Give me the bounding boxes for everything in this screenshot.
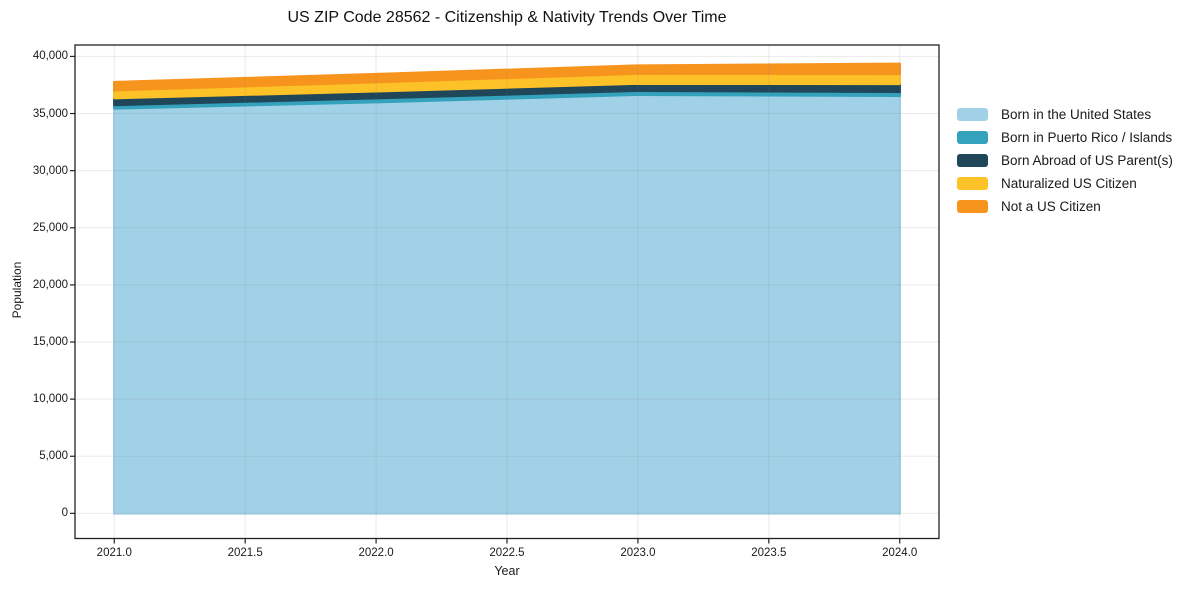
x-tick-label: 2021.0 [96,547,132,559]
x-tick-label: 2021.5 [227,547,263,559]
y-tick-label: 30,000 [32,164,68,177]
legend-label: Not a US Citizen [1001,199,1101,214]
x-tick-label: 2022.0 [358,547,394,559]
legend-item: Born Abroad of US Parent(s) [957,153,1173,168]
y-tick-label: 15,000 [32,336,68,348]
legend-label: Born in Puerto Rico / Islands [1001,130,1173,145]
legend-swatch [957,108,988,121]
legend-item: Born in Puerto Rico / Islands [957,130,1173,145]
y-tick-label: 20,000 [32,278,68,291]
legend-swatch [957,154,988,167]
legend: Born in the United States Born in Puerto … [957,107,1173,214]
y-tick-label: 0 [61,507,68,520]
y-tick-label: 10,000 [32,393,68,406]
legend-label: Born in the United States [1001,107,1152,122]
legend-swatch [957,200,988,213]
legend-swatch [957,177,988,190]
y-tick-label: 40,000 [32,50,68,63]
y-tick-label: 35,000 [32,107,68,120]
x-axis-label: Year [494,564,520,578]
x-tick-label: 2023.5 [751,547,787,559]
legend-swatch [957,131,988,144]
legend-label: Born Abroad of US Parent(s) [1001,153,1173,168]
y-tick-label: 5,000 [39,450,68,463]
chart-title: US ZIP Code 28562 - Citizenship & Nativi… [287,9,727,26]
legend-item: Born in the United States [957,107,1173,122]
legend-item: Naturalized US Citizen [957,176,1173,191]
area-series-4 [113,62,901,92]
x-tick-label: 2024.0 [882,547,918,559]
legend-item: Not a US Citizen [957,199,1173,214]
y-tick-label: 25,000 [32,221,68,234]
legend-label: Naturalized US Citizen [1001,176,1137,191]
x-tick-label: 2023.0 [620,547,656,559]
x-tick-label: 2022.5 [489,547,525,559]
